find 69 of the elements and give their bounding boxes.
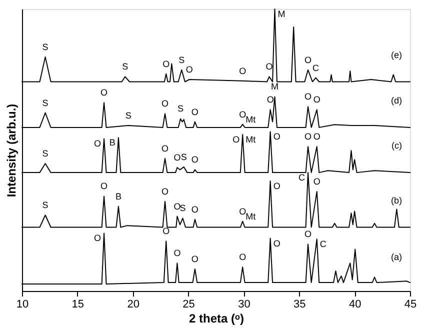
x-tick-label: 10 bbox=[16, 298, 29, 310]
annotation: O bbox=[162, 58, 170, 69]
annotation: O bbox=[239, 109, 246, 120]
annotation: (c) bbox=[392, 140, 402, 151]
annotation: O bbox=[273, 181, 280, 192]
annotation: O bbox=[266, 94, 274, 105]
annotation: O bbox=[304, 54, 312, 65]
annotation: O bbox=[191, 204, 198, 214]
annotation: O bbox=[100, 181, 108, 192]
annotation: O bbox=[304, 229, 312, 240]
annotation: O bbox=[304, 132, 312, 142]
annotation: O bbox=[191, 154, 198, 165]
annotation: S bbox=[178, 104, 184, 114]
annotation: C bbox=[298, 172, 306, 183]
x-tick-label: 20 bbox=[127, 298, 140, 310]
x-tick-label: 45 bbox=[404, 298, 417, 310]
x-tick-label: 35 bbox=[294, 298, 306, 310]
annotation: M bbox=[278, 9, 286, 19]
annotation: O bbox=[266, 62, 273, 72]
x-tick-label: 25 bbox=[182, 298, 195, 310]
annotation: Mt bbox=[246, 211, 256, 222]
x-tick-label: 30 bbox=[238, 298, 250, 310]
annotation: O bbox=[186, 64, 193, 74]
annotation: (a) bbox=[391, 252, 402, 262]
annotation: S bbox=[180, 152, 187, 162]
annotation: B bbox=[115, 191, 122, 202]
annotation: O bbox=[273, 238, 280, 248]
annotation: O bbox=[313, 176, 320, 186]
annotation: O bbox=[94, 233, 102, 244]
annotation: O bbox=[273, 132, 280, 142]
annotation: S bbox=[180, 203, 186, 214]
annotation: O bbox=[239, 206, 246, 216]
annotation: C bbox=[312, 62, 320, 73]
annotation: S bbox=[42, 148, 48, 159]
annotation: O bbox=[313, 94, 320, 105]
annotation: O bbox=[191, 254, 198, 264]
annotation: S bbox=[178, 54, 185, 65]
annotation: S bbox=[42, 200, 48, 210]
annotation: (e) bbox=[391, 50, 402, 60]
x-tick-label: 40 bbox=[348, 298, 362, 310]
annotation: S bbox=[42, 98, 48, 108]
annotation: M bbox=[271, 82, 279, 92]
x-tick-label: 15 bbox=[72, 298, 84, 310]
annotation: O bbox=[162, 98, 169, 109]
annotation: O bbox=[313, 132, 320, 142]
annotation: Mt bbox=[246, 134, 256, 144]
annotation: O bbox=[239, 66, 246, 76]
annotation: S bbox=[125, 110, 132, 120]
annotation: (b) bbox=[391, 195, 402, 206]
annotation: O bbox=[191, 106, 198, 117]
annotation: O bbox=[162, 186, 169, 196]
annotation: O bbox=[304, 92, 312, 102]
x-axis-title: 2 theta (ᵒ) bbox=[189, 312, 244, 326]
annotation: B bbox=[109, 138, 116, 148]
annotation: O bbox=[174, 248, 181, 258]
annotation: O bbox=[174, 201, 181, 212]
annotation: O bbox=[232, 134, 240, 144]
annotation: O bbox=[162, 143, 169, 154]
annotation: O bbox=[162, 226, 170, 236]
annotation: S bbox=[42, 42, 48, 52]
annotation: O bbox=[239, 252, 246, 262]
annotation: O bbox=[100, 88, 108, 98]
annotation: (d) bbox=[391, 95, 402, 106]
annotation: O bbox=[94, 138, 102, 149]
annotation: S bbox=[122, 62, 128, 72]
annotation: Mt bbox=[246, 114, 256, 124]
annotation: O bbox=[174, 152, 181, 162]
annotation: C bbox=[320, 239, 327, 250]
y-axis-title: Intensity (arb.u.) bbox=[4, 104, 18, 198]
